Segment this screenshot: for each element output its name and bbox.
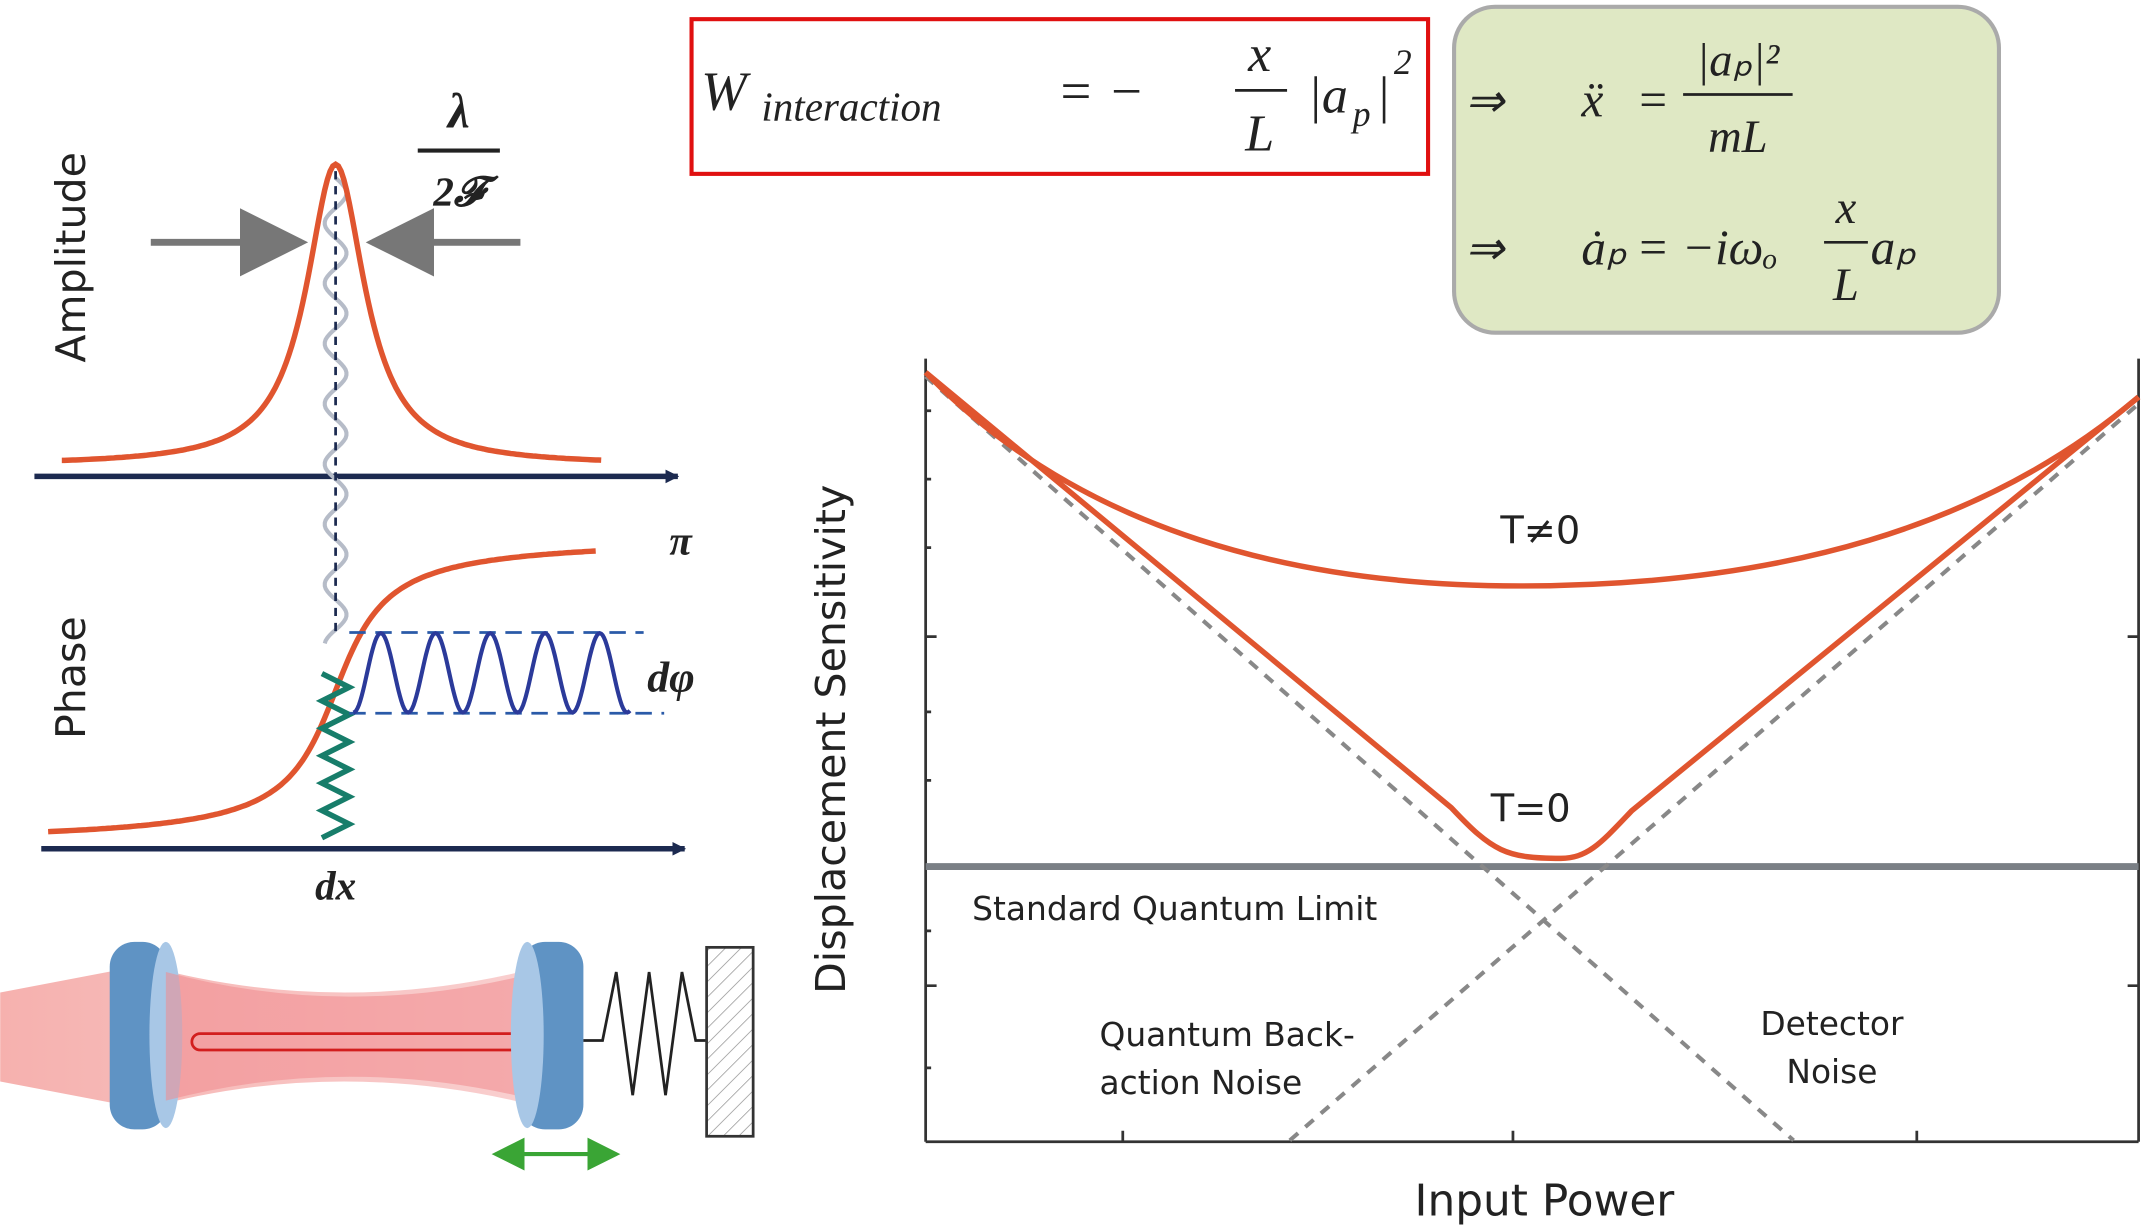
eq-lhs: ȧₚ	[1581, 220, 1627, 275]
thermal-curve	[923, 370, 2141, 589]
eq-denominator: L	[1832, 260, 1859, 311]
backaction-noise-line	[1288, 402, 2140, 1142]
interaction-subscript: interaction	[761, 83, 941, 129]
eq-numerator: |aₚ|²	[1696, 35, 1780, 86]
spring	[583, 971, 707, 1096]
eq-tail: aₚ	[1871, 220, 1917, 275]
interaction-symbol: W	[701, 61, 751, 122]
displacement-label: dx	[315, 862, 356, 908]
interaction-denominator: L	[1244, 106, 1274, 163]
x-axis-label: Input Power	[1415, 1176, 1675, 1227]
phase-max: π	[669, 517, 693, 563]
wall	[705, 945, 755, 1138]
eq-operator: =	[1636, 72, 1669, 127]
eq-arrow: ⇒	[1465, 76, 1506, 127]
intracavity-beam	[165, 971, 528, 1101]
zero-label: T=0	[1490, 786, 1571, 831]
phase-label: Phase	[47, 616, 95, 739]
interaction-term-sub: p	[1350, 94, 1371, 134]
displacement-wave	[315, 671, 356, 841]
probe-wave	[322, 176, 349, 645]
interaction-term-close: |	[1376, 67, 1390, 124]
detector-noise-line	[924, 374, 1795, 1142]
y-axis-label: Displacement Sensitivity	[807, 485, 855, 994]
amplitude-curve	[61, 161, 602, 464]
thermal-label: T≠0	[1499, 508, 1580, 553]
phase-oscillation	[352, 630, 632, 715]
zero-temperature-curve	[923, 370, 2141, 862]
eq-denominator: mL	[1708, 112, 1767, 163]
sql-label: Standard Quantum Limit	[972, 890, 1377, 928]
tick-marks	[925, 409, 2139, 1142]
equations-box	[1452, 4, 2002, 335]
linewidth-denominator: 2𝓕	[432, 168, 499, 214]
eq-numerator: x	[1835, 183, 1857, 234]
linewidth-numerator: λ	[446, 83, 470, 138]
eq-operator: = −iωₒ	[1636, 220, 1777, 275]
interaction-term: |a	[1308, 67, 1348, 124]
equation-box	[689, 17, 1431, 176]
detector-label: Detector	[1760, 1005, 1904, 1043]
backaction-label: Quantum Back-	[1100, 1016, 1355, 1054]
detector-label: Noise	[1786, 1053, 1877, 1091]
eq-arrow: ⇒	[1465, 224, 1506, 275]
amplitude-label: Amplitude	[47, 152, 95, 362]
phase-curve	[47, 548, 596, 835]
backaction-label: action Noise	[1100, 1064, 1303, 1102]
interaction-power: 2	[1394, 42, 1412, 82]
phase-shift: dφ	[647, 653, 695, 701]
sensitivity-plot: T≠0 T=0 Standard Quantum Limit Quantum B…	[807, 358, 2141, 1227]
eq-lhs: ẍ	[1580, 72, 1603, 127]
end-mirror-face	[510, 941, 544, 1129]
interaction-numerator: x	[1247, 26, 1271, 83]
interaction-operator: = −	[1057, 61, 1145, 122]
